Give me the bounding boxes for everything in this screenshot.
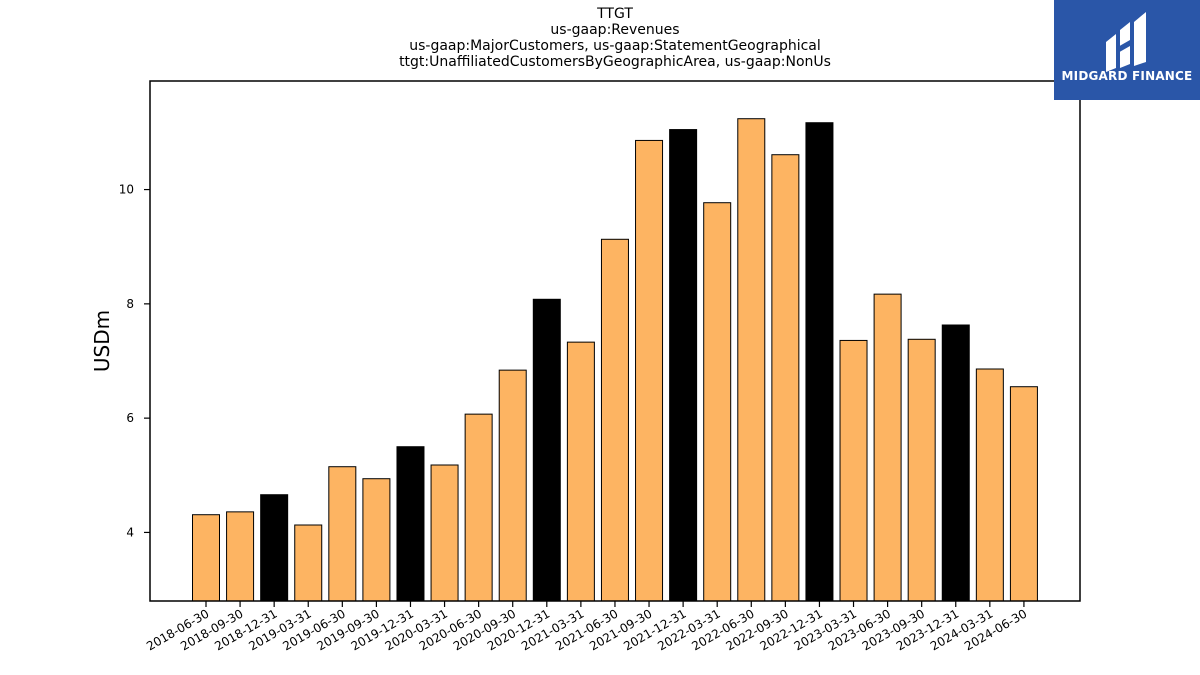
chart-title-line-2: us-gaap:Revenues [550,22,680,38]
bar-2022-09-30 [771,154,800,602]
bar-2020-06-30 [464,413,493,602]
bar-2023-12-31 [941,324,970,602]
bar-2024-06-30 [1009,386,1038,602]
bar-2021-03-31 [566,341,595,602]
y-tick-label-8: 8 [126,297,134,311]
bar-2023-03-31 [839,339,868,602]
y-tick-label-4: 4 [126,525,134,539]
bar-2020-09-30 [498,369,527,602]
bar-2019-03-31 [294,524,323,602]
y-axis-label: USDm [90,310,114,372]
bar-2023-06-30 [873,293,902,602]
bar-2018-09-30 [226,511,255,602]
bar-2022-03-31 [703,202,732,602]
bar-2020-03-31 [430,464,459,602]
bar-2021-12-31 [669,129,698,602]
bar-2019-12-31 [396,446,425,602]
bar-2019-06-30 [328,466,357,602]
bar-2022-06-30 [737,118,766,602]
midgard-finance-logo: MIDGARD FINANCE [1054,0,1200,100]
bar-2018-06-30 [192,514,220,602]
bar-2024-03-31 [975,368,1004,602]
logo-text: MIDGARD FINANCE [1061,69,1193,83]
y-tick-label-10: 10 [119,183,134,197]
bar-2019-09-30 [362,478,391,602]
bar-2021-09-30 [635,139,664,602]
y-axis: 4 6 8 10 [119,183,150,539]
bar-2021-06-30 [600,238,629,602]
y-tick-label-6: 6 [126,411,134,425]
bar-2022-12-31 [805,122,834,602]
bar-2018-12-31 [260,494,289,602]
bar-2020-12-31 [532,298,561,602]
chart-title-line-1: TTGT [597,6,633,22]
logo-mark-icon [1106,12,1146,72]
x-axis: 2018-06-302018-09-302018-12-312019-03-31… [144,601,1029,653]
bar-2023-09-30 [907,338,936,602]
chart-title: TTGT us-gaap:Revenues us-gaap:MajorCusto… [150,6,1080,70]
chart-title-line-3: us-gaap:MajorCustomers, us-gaap:Statemen… [409,38,821,54]
chart-title-line-4: ttgt:UnaffiliatedCustomersByGeographicAr… [399,54,831,70]
bars-group [192,118,1038,602]
